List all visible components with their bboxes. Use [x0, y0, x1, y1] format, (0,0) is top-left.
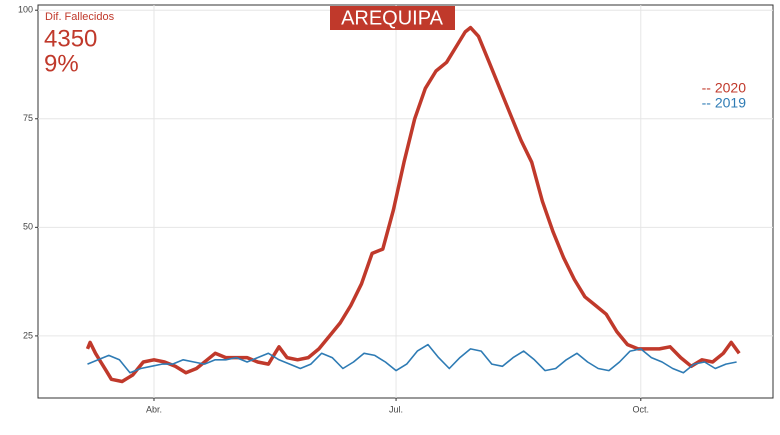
y-tick-label: 50	[23, 222, 33, 232]
y-tick-label: 100	[18, 5, 33, 15]
line-series	[85, 25, 741, 384]
annotation: 9%	[44, 50, 79, 77]
y-tick-label: 25	[23, 330, 33, 340]
x-tick-label: Abr.	[146, 404, 162, 414]
x-tick-label: Oct.	[633, 404, 650, 414]
legend-label: -- 2020	[702, 80, 747, 96]
x-tick-label: Jul.	[389, 404, 403, 414]
panel	[37, 4, 774, 399]
title-box	[330, 6, 455, 30]
legend-label: -- 2019	[702, 95, 747, 111]
y-tick-label: 75	[23, 113, 33, 123]
annotation: 4350	[44, 25, 97, 52]
chart-title: AREQUIPA	[341, 7, 444, 29]
lines	[85, 25, 741, 384]
annotation: Dif. Fallecidos	[45, 11, 115, 23]
line-series	[87, 343, 737, 374]
